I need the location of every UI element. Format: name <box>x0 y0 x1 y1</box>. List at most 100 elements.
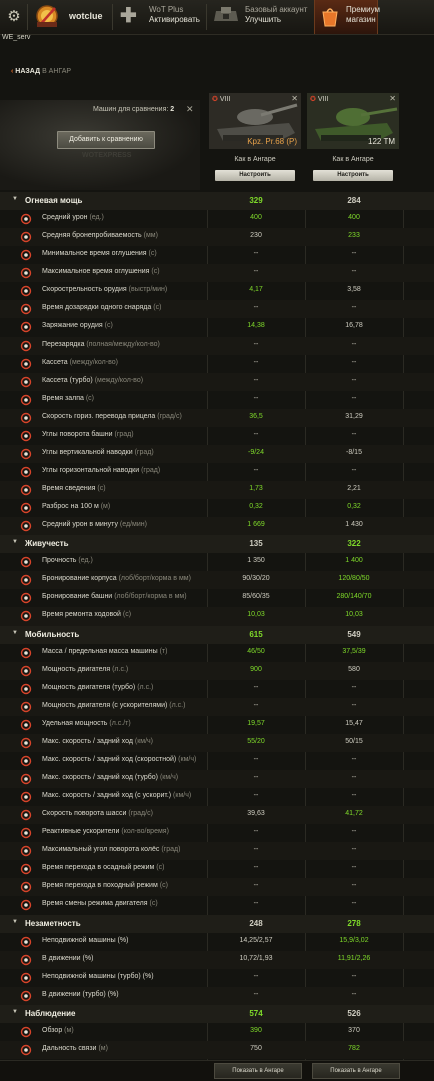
chevron-down-icon[interactable]: ▼ <box>12 918 18 925</box>
radio-range-icon <box>20 1044 32 1056</box>
value-vehicle-1: -- <box>253 358 259 366</box>
table-row: Обзор (м) 390 370 <box>0 1023 434 1041</box>
stat-unit: (лоб/борт/корма в мм) <box>114 593 187 601</box>
view-range-icon <box>20 1026 32 1038</box>
configure-button-1[interactable]: Настроить <box>215 170 295 181</box>
table-row: Скорость гориз. перевода прицела (град/с… <box>0 408 434 427</box>
value-vehicle-1: 0,32 <box>249 503 263 511</box>
tier-label: VIII <box>219 96 231 103</box>
value-vehicle-2: 284 <box>347 196 361 205</box>
table-row: Разброс на 100 м (м) 0,32 0,32 <box>0 499 434 517</box>
stat-name: Макс. скорость / задний ход (скоростной) <box>42 755 177 763</box>
stat-unit: (с) <box>148 250 157 258</box>
value-vehicle-2: -- <box>351 268 357 276</box>
stat-label: Скорострельность орудия (выстр/мин) <box>42 286 167 293</box>
value-vehicle-2: 1 430 <box>345 521 363 529</box>
stat-label: Разброс на 100 м (м) <box>42 503 110 510</box>
value-vehicle-2: -- <box>351 376 357 384</box>
stat-label: Макс. скорость / задний ход (скоростной)… <box>42 756 196 763</box>
close-icon[interactable]: ✕ <box>186 104 194 114</box>
stat-unit: (между/кол-во) <box>69 358 118 366</box>
back-label: НАЗАД <box>15 68 41 75</box>
table-row: Средний урон (ед.) 400 400 <box>0 210 434 228</box>
chevron-down-icon[interactable]: ▼ <box>12 1008 18 1015</box>
repair-icon <box>20 611 32 622</box>
stat-name: Время ремонта ходовой <box>42 611 121 619</box>
chevron-down-icon[interactable]: ▼ <box>12 629 18 636</box>
table-row: Время перехода в походный режим (с) -- -- <box>0 878 434 897</box>
autoreload-icon <box>20 340 32 351</box>
value-vehicle-2: -- <box>351 304 357 312</box>
dpm-icon <box>20 520 32 532</box>
basic-account-icon[interactable] <box>212 5 240 27</box>
stat-name: Мощность двигателя (турбо) <box>42 683 136 691</box>
username[interactable]: wotclue <box>69 11 103 21</box>
section-header[interactable]: ▼ Огневая мощь 329 284 <box>0 192 434 211</box>
stat-name: Масса / предельная масса машины <box>42 647 158 655</box>
value-vehicle-1: 574 <box>249 1008 263 1018</box>
stat-unit: (выстр/мин) <box>128 286 168 294</box>
stat-label: Неподвижной машины (%) <box>42 937 128 944</box>
penetration-icon <box>20 231 32 243</box>
stat-name: Мощность двигателя (с ускорителями) <box>42 701 168 709</box>
configure-button-2[interactable]: Настроить <box>313 170 393 181</box>
stat-name: Максимальный угол поворота колёс <box>42 846 160 854</box>
hull-armor-icon <box>20 575 32 586</box>
stat-name: Углы вертикальной наводки <box>42 448 133 456</box>
value-vehicle-2: -- <box>351 250 357 258</box>
section-label: Незаметность <box>25 918 81 928</box>
stat-name: Максимальное время оглушения <box>42 268 150 276</box>
value-vehicle-1: -- <box>253 864 259 872</box>
weight-icon <box>20 647 32 658</box>
add-to-compare-button[interactable]: Добавить к сравнению <box>57 131 155 149</box>
stat-label: Скорость гориз. перевода прицела (град/с… <box>42 413 182 420</box>
value-vehicle-2: 322 <box>347 539 361 549</box>
value-vehicle-1: 85/60/35 <box>242 593 270 601</box>
section-header[interactable]: ▼ Живучесть 135 322 <box>0 535 434 554</box>
table-row: Перезарядка (полная/между/кол-во) -- -- <box>0 336 434 355</box>
table-row: Кассета (турбо) (между/кол-во) -- -- <box>0 372 434 391</box>
compare-count: Машин для сравнения: 2 <box>93 106 174 113</box>
remove-vehicle-icon[interactable]: ✕ <box>291 94 298 103</box>
travel-mode-icon <box>20 882 32 893</box>
table-row: Время залпа (с) -- -- <box>0 391 434 409</box>
basic-account-link[interactable]: Базовый аккаунт Улучшить <box>245 5 307 25</box>
chevron-down-icon[interactable]: ▼ <box>12 196 18 202</box>
remove-vehicle-icon[interactable]: ✕ <box>389 94 396 103</box>
engine-turbo-icon <box>20 683 32 694</box>
rate-of-fire-icon <box>20 286 32 297</box>
value-vehicle-2: 278 <box>347 918 361 928</box>
stat-unit: (мм) <box>143 232 158 240</box>
value-vehicle-2: 400 <box>348 214 360 222</box>
clan-emblem-icon[interactable] <box>33 4 61 30</box>
stat-label: Кассета (турбо) (между/кол-во) <box>42 377 143 384</box>
stat-name: Макс. скорость / задний ход (с ускорит.) <box>42 792 172 800</box>
server-name: WE_serv <box>2 34 31 41</box>
stat-label: Максимальный угол поворота колёс (град) <box>42 846 180 853</box>
value-vehicle-2: 0,32 <box>347 503 361 511</box>
wotplus-link[interactable]: WoT Plus Активировать <box>149 5 200 25</box>
show-in-hangar-button-1[interactable]: Показать в Ангаре <box>214 1063 302 1079</box>
stat-label: Минимальное время оглушения (с) <box>42 250 157 257</box>
gear-icon[interactable]: ⚙ <box>7 8 21 25</box>
stat-name: Макс. скорость / задний ход (турбо) <box>42 774 159 781</box>
section-header[interactable]: ▼ Наблюдение 574 526 <box>0 1004 434 1023</box>
table-row: Бронирование башни (лоб/борт/корма в мм)… <box>0 589 434 607</box>
stat-name: Минимальное время оглушения <box>42 250 147 258</box>
stat-label: Мощность двигателя (с ускорителями) (л.с… <box>42 702 185 709</box>
stat-label: Бронирование башни (лоб/борт/корма в мм) <box>42 593 187 600</box>
stat-unit: (м) <box>98 1044 108 1052</box>
show-in-hangar-button-2[interactable]: Показать в Ангаре <box>312 1063 400 1079</box>
back-button[interactable]: ‹ НАЗАД В АНГАР <box>11 68 71 75</box>
section-header[interactable]: ▼ Мобильность 615 549 <box>0 625 434 644</box>
value-vehicle-2: -- <box>351 683 357 691</box>
back-arrow-icon: ‹ <box>11 68 14 75</box>
value-vehicle-2: 120/80/50 <box>338 575 370 583</box>
chevron-down-icon[interactable]: ▼ <box>12 539 18 546</box>
stat-name: Макс. скорость / задний ход <box>42 737 133 745</box>
stat-unit: (км/ч) <box>173 792 192 800</box>
wotplus-icon[interactable]: ✚ <box>120 5 137 27</box>
section-label: Мобильность <box>25 629 80 639</box>
compare-count-label: Машин для сравнения: <box>93 106 169 113</box>
section-header[interactable]: ▼ Незаметность 248 278 <box>0 914 434 933</box>
